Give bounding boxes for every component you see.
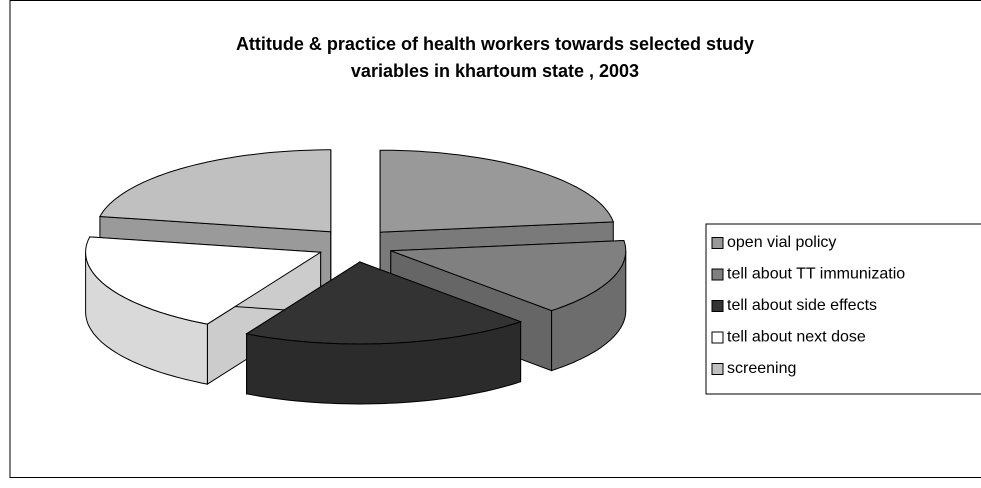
legend-swatch xyxy=(711,363,724,375)
legend-swatch xyxy=(711,300,724,312)
pie-slice-top xyxy=(379,149,615,233)
legend-swatch xyxy=(711,237,724,249)
legend-label: tell about next dose xyxy=(727,329,866,346)
pie-slice-top xyxy=(99,149,332,233)
pie xyxy=(85,149,627,405)
pie-slice xyxy=(245,261,523,405)
legend-label: tell about TT immunizatio xyxy=(727,266,905,283)
pie-slice-top xyxy=(245,261,523,345)
legend-swatch xyxy=(711,268,724,281)
chart-title: variables in khartoum state , 2003 xyxy=(351,61,639,81)
legend-items: open vial policy tell about TT immunizati… xyxy=(711,234,905,377)
legend xyxy=(705,223,981,395)
legend-label: open vial policy xyxy=(727,234,836,251)
pie-slice-top xyxy=(390,239,627,312)
pie-slice-top xyxy=(85,236,323,325)
legend-label: tell about side effects xyxy=(727,297,877,314)
chart-title: Attitude & practice of health workers to… xyxy=(236,34,754,54)
legend-swatch xyxy=(711,331,724,344)
pie-slice xyxy=(85,236,323,386)
legend-label: screening xyxy=(727,360,796,377)
